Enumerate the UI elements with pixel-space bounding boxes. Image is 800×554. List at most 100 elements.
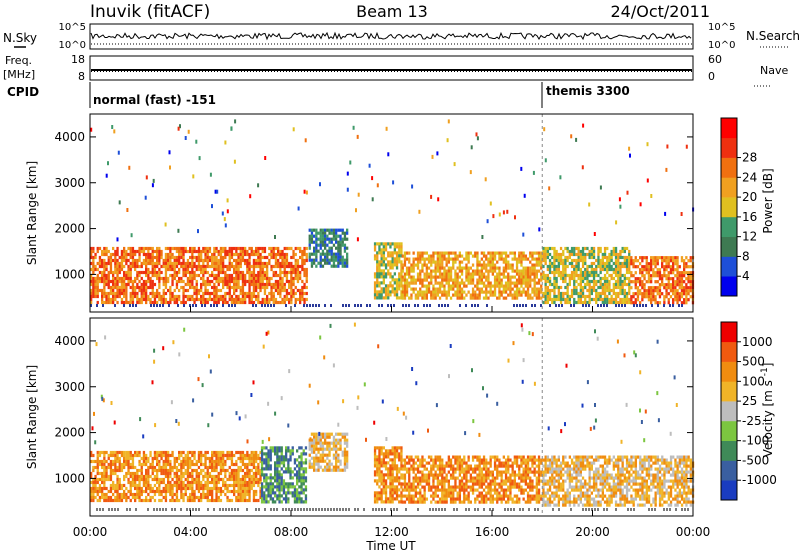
- power-cell: [222, 264, 225, 269]
- power-cell: [401, 275, 404, 279]
- power-cell: [263, 246, 267, 251]
- power-cell: [412, 266, 415, 270]
- power-cell: [579, 300, 582, 305]
- power-cell: [689, 265, 692, 269]
- power-cell: [485, 290, 488, 294]
- power-cell: [105, 246, 108, 251]
- velocity-cell: [114, 465, 117, 470]
- power-cell: [540, 284, 543, 288]
- power-cell: [559, 258, 563, 263]
- velocity-cell: [158, 489, 161, 494]
- power-cell: [233, 270, 236, 275]
- velocity-cell: [263, 452, 266, 456]
- power-cell: [652, 262, 655, 266]
- power-near-cell: [189, 304, 191, 307]
- velocity-cell: [211, 492, 214, 497]
- power-cell: [116, 252, 119, 257]
- power-cell: [535, 281, 538, 285]
- power-cell: [96, 267, 99, 272]
- power-cell: [579, 252, 582, 257]
- power-cell: [239, 276, 242, 281]
- power-cell: [540, 266, 543, 270]
- power-cell: [515, 293, 519, 297]
- power-cell: [178, 279, 181, 284]
- power-cell: [274, 273, 278, 278]
- power-cell: [389, 242, 392, 246]
- velocity-cell: [134, 495, 137, 500]
- power-cell: [321, 231, 325, 235]
- power-cell: [149, 261, 152, 266]
- power-cell: [129, 300, 132, 305]
- power-cell: [241, 294, 245, 299]
- power-cell: [92, 255, 95, 260]
- velocity-cell: [175, 471, 179, 476]
- velocity-cell: [158, 453, 161, 458]
- velocity-cell: [184, 453, 187, 458]
- power-cell: [246, 264, 249, 269]
- power-cell: [228, 264, 231, 269]
- power-cell: [107, 270, 110, 275]
- velocity-cell: [302, 461, 305, 465]
- power-cell: [134, 279, 137, 284]
- power-cell: [535, 287, 538, 291]
- velocity-cell: [263, 446, 266, 450]
- power-cell: [423, 263, 426, 267]
- power-cell: [423, 275, 426, 279]
- power-cell: [103, 258, 106, 263]
- power-cell: [555, 255, 558, 260]
- power-cell: [211, 258, 214, 263]
- power-cell: [641, 292, 644, 296]
- power-cell: [577, 300, 580, 305]
- velocity-cell: [109, 474, 113, 479]
- power-cell: [301, 291, 304, 296]
- power-cell: [476, 263, 479, 267]
- power-cell: [667, 274, 670, 278]
- velocity-cell: [257, 465, 260, 470]
- velocity-cell: [244, 492, 247, 497]
- velocity-cell: [213, 453, 216, 458]
- power-cell: [346, 231, 349, 235]
- velocity-cell: [319, 465, 322, 469]
- velocity-cell: [129, 486, 132, 491]
- power-cell: [215, 255, 218, 260]
- velocity-cell: [96, 462, 99, 467]
- power-cell: [341, 261, 344, 265]
- power-cell: [661, 283, 664, 287]
- velocity-cell: [293, 494, 297, 498]
- power-cell: [215, 261, 218, 266]
- power-cell: [296, 267, 300, 272]
- power-cell: [507, 254, 510, 258]
- power-cell: [263, 273, 267, 278]
- power-cell: [441, 263, 444, 267]
- velocity-cell: [197, 456, 201, 461]
- power-cell: [193, 255, 196, 260]
- power-cell: [299, 276, 302, 281]
- power-cell: [206, 252, 209, 257]
- velocity-cell: [193, 456, 196, 461]
- power-cell: [430, 254, 433, 258]
- power-cell: [315, 246, 318, 250]
- power-cell: [215, 288, 218, 293]
- power-cell: [382, 278, 385, 282]
- power-cell: [326, 237, 329, 241]
- velocity-cell: [131, 483, 135, 488]
- power-cell: [219, 288, 223, 293]
- velocity-cell: [260, 488, 264, 492]
- velocity-cell: [263, 473, 266, 477]
- power-near-cell: [312, 304, 314, 307]
- velocity-cell: [219, 453, 223, 458]
- power-cell: [427, 287, 431, 291]
- power-cell: [599, 258, 602, 263]
- power-sparse-cell: [559, 175, 562, 180]
- power-sparse-cell: [105, 173, 108, 178]
- power-cell: [237, 279, 240, 284]
- velocity-cell: [206, 474, 209, 479]
- power-cell: [239, 297, 242, 302]
- power-cell: [189, 294, 192, 299]
- power-cell: [235, 267, 238, 272]
- power-cell: [592, 297, 596, 302]
- power-cell: [389, 275, 392, 279]
- power-cell: [434, 275, 437, 279]
- velocity-cell: [215, 495, 218, 500]
- velocity-cell: [237, 486, 240, 491]
